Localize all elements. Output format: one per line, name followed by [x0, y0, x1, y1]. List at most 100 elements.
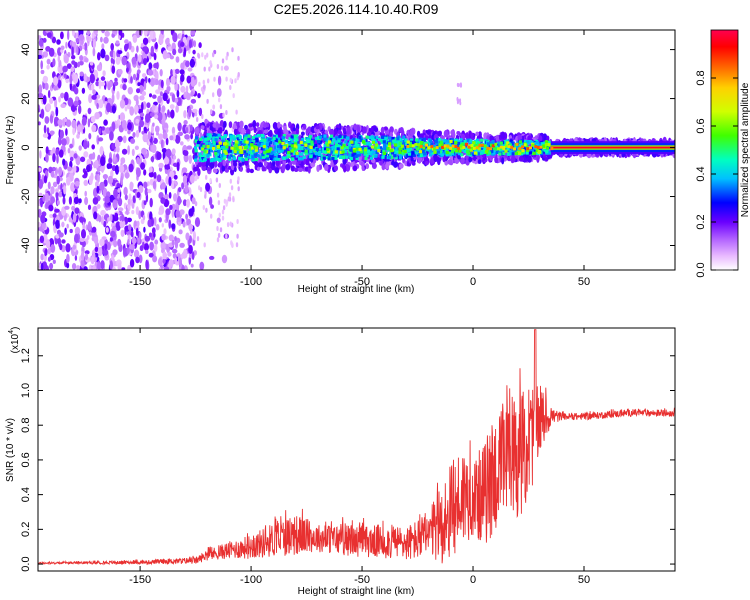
- spectrogram-cell: [176, 89, 180, 98]
- spectrogram-cell: [171, 239, 175, 246]
- spectrogram-cell: [230, 185, 234, 191]
- spectrogram-cell: [76, 45, 79, 56]
- spectrogram-cell: [42, 133, 49, 139]
- spectrogram-cell: [93, 30, 98, 36]
- spectrogram-cell: [167, 251, 172, 257]
- spectrogram-cell: [87, 221, 92, 231]
- spectrogram-cell: [196, 236, 200, 242]
- spectrogram-cell: [76, 133, 80, 139]
- spectrogram-cell: [217, 133, 221, 137]
- spectrogram-cell: [429, 153, 433, 157]
- spectrogram-cell: [356, 139, 360, 143]
- spectrogram-cell: [183, 150, 189, 157]
- spectrogram-cell: [301, 137, 305, 142]
- spectrogram-cell: [145, 249, 149, 254]
- spectrogram-cell: [330, 161, 334, 167]
- spectrogram-cell: [74, 207, 80, 214]
- spectrogram-cell: [76, 265, 81, 270]
- spectrogram-cell: [249, 168, 254, 174]
- spectrogram-cell: [100, 209, 106, 216]
- spectrogram-cell: [291, 157, 295, 161]
- spectrogram-cell: [106, 102, 111, 113]
- spectrogram-cell: [205, 174, 208, 180]
- spectrogram-cell: [148, 252, 154, 258]
- spectrogram-cell: [185, 85, 189, 93]
- spectrogram-cell: [356, 124, 361, 133]
- spectrogram-cell: [185, 60, 190, 68]
- spectrogram-cell: [51, 36, 57, 44]
- spectrogram-cell: [235, 242, 239, 248]
- spectrogram-cell: [59, 243, 63, 251]
- spectrogram-cell: [186, 92, 191, 101]
- spectrogram-cell: [202, 79, 205, 85]
- spectrogram-cell: [274, 152, 278, 157]
- spectrogram-cell: [115, 221, 121, 232]
- spectrogram-cell: [500, 131, 506, 140]
- spectrogram-cell: [402, 135, 406, 139]
- spectrogram-cell: [239, 166, 243, 172]
- spectrogram-cell: [43, 175, 48, 184]
- spectrogram-cell: [229, 85, 232, 90]
- spectrogram-cell: [468, 156, 473, 163]
- spectrogram-cell: [90, 256, 95, 265]
- spectrogram-cell: [52, 58, 56, 67]
- spectrogram-cell: [40, 253, 44, 261]
- spectrogram-cell: [40, 69, 45, 75]
- spectrogram-cell: [149, 178, 154, 186]
- spectrogram-cell: [138, 210, 142, 220]
- spectrogram-cell: [194, 217, 201, 228]
- spectrogram-cell: [124, 39, 129, 44]
- spectrogram-cell: [218, 212, 221, 218]
- spectrogram-cell: [86, 34, 90, 42]
- spectrogram-cell: [362, 126, 367, 134]
- spectrogram-cell: [176, 161, 180, 172]
- spectrogram-cell: [151, 227, 156, 235]
- spectrogram-cell: [57, 55, 60, 63]
- spectrogram-cell: [213, 76, 216, 82]
- spectrogram-cell: [134, 145, 139, 150]
- spectrogram-cell: [225, 201, 228, 207]
- spectrogram-cell: [282, 156, 286, 161]
- spectrogram-cell: [40, 60, 43, 70]
- spectrogram-cell: [183, 47, 187, 57]
- spectrogram-cell: [349, 157, 353, 161]
- spectrogram-cell: [161, 223, 164, 228]
- spectrogram-cell: [170, 69, 173, 77]
- spectrogram-cell: [292, 127, 296, 132]
- spectrogram-cell: [202, 89, 205, 95]
- spectrogram-cell: [174, 239, 179, 249]
- spectrogram-cell: [205, 182, 211, 192]
- spectrogram-cell: [538, 135, 543, 143]
- spectrogram-cell: [152, 180, 157, 190]
- spectrogram-cell: [98, 214, 102, 223]
- spectrogram-cell: [247, 137, 251, 141]
- spectrogram-cell: [265, 157, 270, 161]
- spectrogram-cell: [324, 164, 329, 171]
- spectrogram-cell: [71, 119, 77, 129]
- spectrogram-cell: [198, 152, 202, 156]
- spectrogram-cell: [113, 239, 118, 248]
- spectrogram-cell: [154, 239, 159, 245]
- spectrogram-cell: [178, 257, 182, 267]
- spectrogram-cell: [40, 197, 43, 208]
- spectrogram-cell: [309, 149, 313, 153]
- spectrogram-cell: [112, 249, 118, 256]
- spectrogram-cell: [38, 84, 43, 94]
- spectrogram-cell: [73, 100, 79, 107]
- spectrogram-cell: [143, 243, 149, 251]
- spectrogram-cell: [527, 155, 532, 163]
- spectrogram-cell: [66, 253, 70, 264]
- spectrogram-cell: [225, 110, 228, 115]
- spectrogram-cell: [164, 266, 170, 270]
- spectrogram-cell: [97, 52, 101, 61]
- spectrogram-cell: [470, 132, 474, 138]
- spectrogram-cell: [180, 42, 185, 47]
- spectrogram-cell: [65, 243, 71, 253]
- spectrogram-cell: [388, 136, 392, 140]
- spectrogram-cell: [162, 50, 168, 60]
- spectrogram-cell: [201, 52, 204, 58]
- spectrogram-cell: [208, 196, 213, 206]
- spectrogram-cell: [226, 222, 230, 228]
- spectrogram-cell: [127, 239, 130, 245]
- spectrogram-cell: [216, 123, 221, 128]
